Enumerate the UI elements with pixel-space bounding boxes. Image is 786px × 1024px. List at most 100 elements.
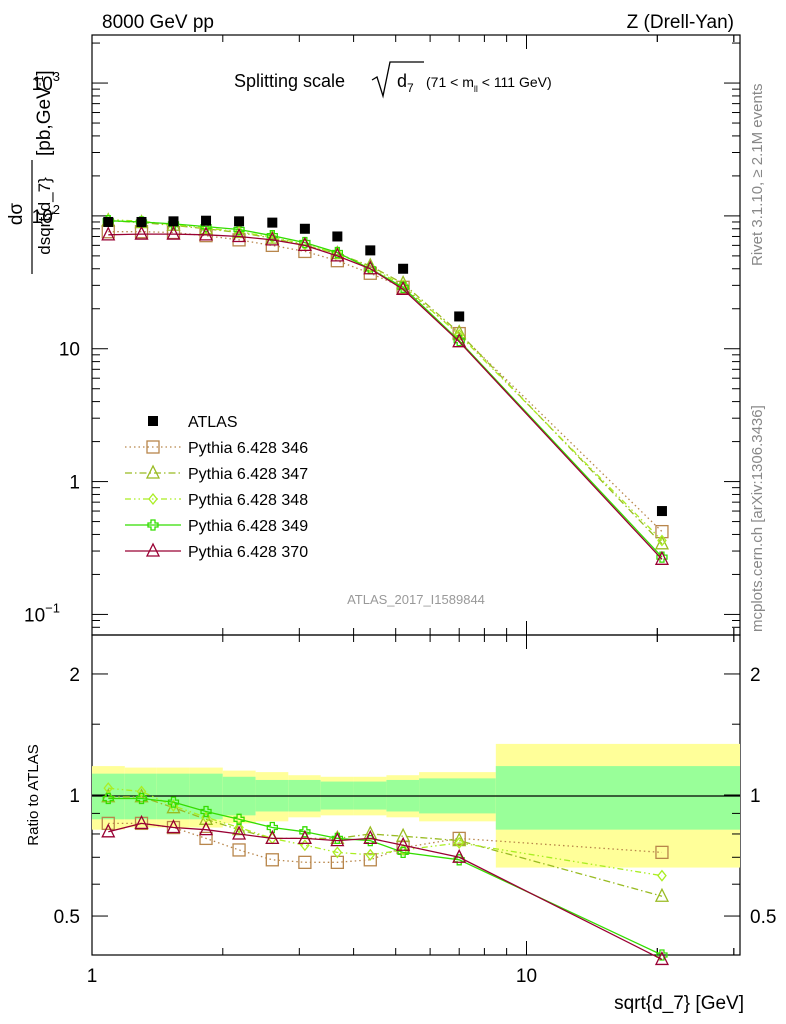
ratio-point-pythia-6-428-370 bbox=[363, 829, 378, 845]
ratio-point-pythia-6-428-348 bbox=[332, 846, 343, 859]
y-tick-label: 10 bbox=[59, 340, 80, 361]
ratio-point-pythia-6-428-346 bbox=[232, 843, 246, 857]
ratio-point-pythia-6-428-349 bbox=[656, 949, 668, 961]
inner-band-bin bbox=[495, 766, 740, 830]
ratio-point-pythia-6-428-346 bbox=[101, 816, 115, 831]
main-panel-series bbox=[101, 212, 670, 565]
ratio-point-pythia-6-428-348 bbox=[365, 848, 376, 861]
rivet-version-label: Rivet 3.1.10, ≥ 2.1M events bbox=[749, 84, 766, 267]
title-range-b: < 111 GeV) bbox=[478, 74, 552, 90]
ratio-point-pythia-6-428-348 bbox=[234, 821, 244, 834]
main-point-pythia-6-428-370 bbox=[452, 333, 467, 348]
mcplots-label: mcplots.cern.ch [arXiv:1306.3436] bbox=[749, 405, 766, 632]
main-line-pythia-6-428-348 bbox=[108, 218, 663, 541]
main-point-atlas bbox=[656, 506, 667, 517]
ratio-y-tick-label-left: 0.5 bbox=[54, 907, 80, 928]
title-sqrt-sign bbox=[371, 61, 424, 99]
ratio-point-pythia-6-428-347 bbox=[101, 788, 116, 803]
title-main: Splitting scale bbox=[234, 71, 345, 91]
main-point-pythia-6-428-349 bbox=[299, 236, 311, 249]
y-tick-label-base: 1 bbox=[69, 473, 80, 494]
ratio-point-pythia-6-428-370 bbox=[101, 823, 116, 838]
main-point-pythia-6-428-370 bbox=[654, 550, 670, 565]
ratio-point-pythia-6-428-348 bbox=[136, 785, 147, 798]
y-tick-label: 102 bbox=[32, 202, 60, 228]
plot-title: Splitting scale d7 (71 < mll < 111 GeV) bbox=[234, 61, 552, 99]
ratio-point-pythia-6-428-349 bbox=[233, 813, 245, 825]
ratio-point-pythia-6-428-370 bbox=[232, 825, 247, 840]
ratio-point-pythia-6-428-347 bbox=[452, 832, 467, 847]
main-point-pythia-6-428-370 bbox=[166, 225, 181, 240]
main-point-pythia-6-428-370 bbox=[232, 228, 247, 243]
ratio-point-pythia-6-428-370 bbox=[198, 821, 214, 836]
ratio-point-pythia-6-428-349 bbox=[266, 821, 278, 834]
main-point-atlas bbox=[136, 216, 147, 227]
ratio-point-pythia-6-428-346 bbox=[199, 831, 213, 846]
main-point-pythia-6-428-370 bbox=[396, 280, 411, 295]
legend-label-pythia-6-428-346: Pythia 6.428 346 bbox=[188, 440, 308, 457]
legend-marker-pythia-6-428-347 bbox=[145, 464, 161, 479]
legend-marker-pythia-6-428-370 bbox=[145, 542, 161, 557]
title-mass-range: (71 < mll < 111 GeV) bbox=[426, 74, 552, 94]
ratio-point-pythia-6-428-346 bbox=[298, 855, 312, 869]
main-point-atlas bbox=[332, 231, 343, 242]
ratio-point-pythia-6-428-346 bbox=[655, 845, 669, 860]
analysis-id-label: ATLAS_2017_I1589844 bbox=[347, 592, 485, 607]
ratio-line-pythia-6-428-370 bbox=[108, 822, 663, 960]
ratio-point-pythia-6-428-346 bbox=[265, 853, 279, 867]
main-point-pythia-6-428-349 bbox=[331, 246, 343, 259]
legend-marker-atlas bbox=[148, 416, 158, 426]
y-label-units: [pb,GeV-1] bbox=[32, 70, 55, 156]
main-point-pythia-6-428-347 bbox=[654, 535, 670, 550]
header-process: Z (Drell-Yan) bbox=[627, 12, 734, 33]
main-point-pythia-6-428-347 bbox=[363, 257, 378, 272]
ratio-line-pythia-6-428-346 bbox=[108, 822, 663, 863]
ratio-line-pythia-6-428-347 bbox=[108, 796, 663, 897]
y-label-units-a: [pb,GeV bbox=[34, 86, 55, 156]
ratio-point-pythia-6-428-370 bbox=[654, 950, 670, 966]
ratio-point-pythia-6-428-349 bbox=[200, 805, 212, 818]
y-label-units-sup: -1 bbox=[32, 75, 46, 86]
ratio-point-pythia-6-428-370 bbox=[452, 848, 467, 863]
ratio-point-pythia-6-428-347 bbox=[363, 825, 378, 840]
x-tick-label: 1 bbox=[87, 966, 98, 987]
legend-label-pythia-6-428-348: Pythia 6.428 348 bbox=[188, 492, 308, 509]
main-point-atlas bbox=[267, 217, 278, 228]
y-label-units-b: ] bbox=[34, 70, 55, 75]
header-energy: 8000 GeV pp bbox=[102, 12, 214, 33]
main-point-pythia-6-428-370 bbox=[330, 247, 345, 262]
ratio-line-pythia-6-428-348 bbox=[108, 787, 663, 877]
main-point-pythia-6-428-348 bbox=[657, 534, 667, 547]
ratio-point-pythia-6-428-370 bbox=[134, 814, 149, 830]
x-axis-label: sqrt{d_7} [GeV] bbox=[614, 993, 744, 1014]
ratio-y-axis-label: Ratio to ATLAS bbox=[25, 744, 42, 845]
ratio-point-pythia-6-428-370 bbox=[166, 819, 181, 834]
main-line-pythia-6-428-346 bbox=[108, 231, 663, 533]
ratio-point-pythia-6-428-370 bbox=[330, 832, 345, 847]
ratio-point-pythia-6-428-347 bbox=[396, 827, 411, 842]
main-point-pythia-6-428-348 bbox=[398, 279, 408, 292]
main-y-axis-label: dσ dsqrt{d_7} [pb,GeV-1] bbox=[6, 70, 55, 274]
y-tick-label: 1 bbox=[69, 473, 80, 494]
legend-marker-pythia-6-428-349 bbox=[147, 519, 159, 531]
ratio-y-tick-label-right: 0.5 bbox=[750, 907, 776, 928]
y-tick-label-base: 10 bbox=[59, 340, 80, 361]
title-range-sub: ll bbox=[474, 84, 478, 94]
main-point-pythia-6-428-370 bbox=[363, 260, 378, 275]
title-var-sub: 7 bbox=[407, 81, 414, 95]
main-point-pythia-6-428-347 bbox=[396, 275, 411, 290]
ratio-y-tick-label-right: 1 bbox=[750, 786, 761, 807]
main-point-pythia-6-428-370 bbox=[265, 231, 280, 246]
title-range-a: (71 < m bbox=[426, 74, 474, 90]
ratio-panel-series bbox=[101, 782, 670, 966]
main-point-atlas bbox=[168, 216, 179, 227]
ratio-point-pythia-6-428-349 bbox=[135, 792, 148, 805]
y-tick-label-base: 10 bbox=[24, 605, 45, 626]
legend-marker-pythia-6-428-348 bbox=[148, 492, 158, 506]
x-tick-label: 10 bbox=[516, 966, 537, 987]
ratio-y-tick-label-left: 2 bbox=[69, 665, 80, 686]
ratio-point-pythia-6-428-349 bbox=[102, 792, 114, 805]
ratio-y-tick-label-right: 2 bbox=[750, 665, 761, 686]
